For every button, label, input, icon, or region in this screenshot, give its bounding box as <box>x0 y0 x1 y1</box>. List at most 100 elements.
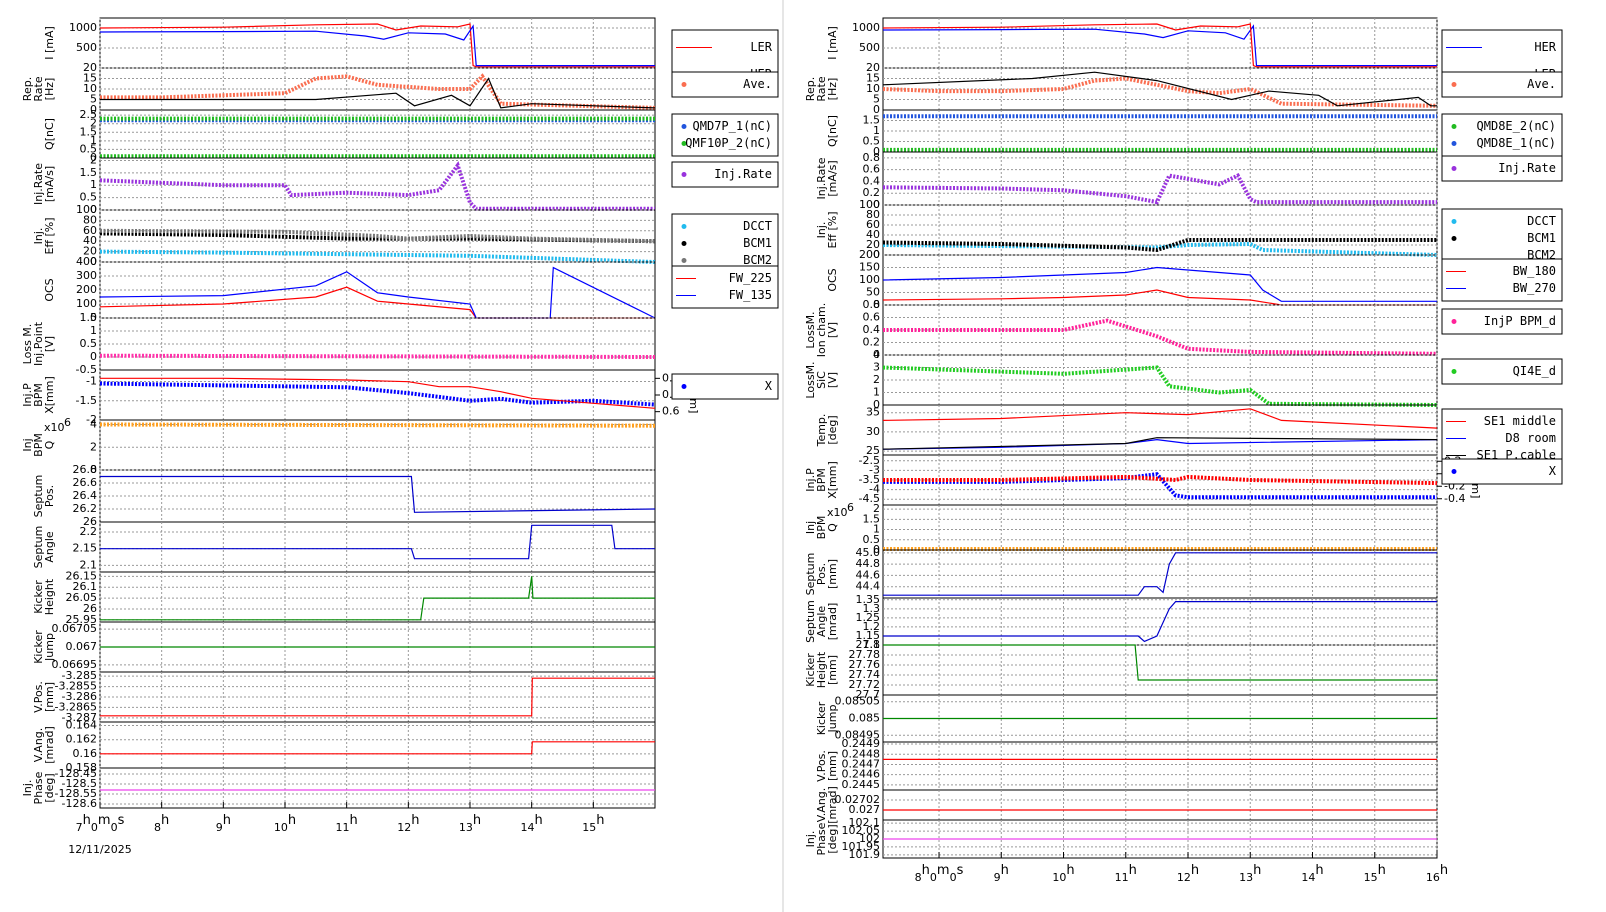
y-tick-label: 1.1 <box>863 638 881 651</box>
legend: Inj.Rate <box>671 161 779 188</box>
y-axis-label: [V] <box>826 372 839 388</box>
y-tick-label: 15 <box>866 72 880 85</box>
y-tick-label: 2 <box>90 153 97 166</box>
y-tick-label: 2.2 <box>80 525 98 538</box>
y-tick-label: 102.1 <box>849 816 881 829</box>
y-tick-label: 26.8 <box>73 463 98 476</box>
y-axis-label: [mA/s] <box>826 160 839 196</box>
y-axis-label: [Hz] <box>826 78 839 101</box>
x-tick-label: 16h <box>1426 863 1448 885</box>
y-tick-label: 27.7 <box>856 688 881 701</box>
y-tick-label: 2.15 <box>73 542 98 555</box>
line-series <box>99 23 655 68</box>
y-tick-label: 2 <box>873 373 880 386</box>
legend-marker <box>681 124 687 129</box>
legend-label: Inj.Rate <box>1498 161 1556 175</box>
y-axis-label: V.Pos. <box>32 681 45 713</box>
y-axis-label: Eff [%] <box>43 217 56 254</box>
y-tick-label: 300 <box>76 269 97 282</box>
y-tick-label: 20 <box>866 61 880 74</box>
y-tick-label: 1.35 <box>856 593 881 606</box>
y-axis-label: Angle <box>43 531 56 563</box>
scale-exponent: 6 <box>847 501 854 514</box>
legend-marker <box>1451 166 1457 171</box>
y-tick-label: 35 <box>866 406 880 419</box>
y-axis-label: X[mm] <box>43 376 56 414</box>
y-axis-label: X[mm] <box>826 461 839 499</box>
y-tick-label: -3.287 <box>62 711 97 724</box>
legend-marker <box>1451 319 1457 324</box>
y-tick-label: 1 <box>90 324 97 337</box>
y-axis-label: Loss M. <box>21 324 34 365</box>
y-tick-label: 0 <box>873 248 880 261</box>
x-tick-label: 15h <box>582 813 604 835</box>
legend-label: FW_135 <box>729 288 772 302</box>
line-series <box>100 475 656 513</box>
legend-marker <box>681 141 687 146</box>
y-tick-label: 0 <box>90 203 97 216</box>
y-tick-label: 0.5 <box>80 337 98 350</box>
line-series <box>883 644 1437 681</box>
y2-tick-label: 0.6 <box>662 405 680 418</box>
y-tick-label: 0 <box>873 298 880 311</box>
y-tick-label: 3 <box>873 361 880 374</box>
y-tick-label: 200 <box>76 283 97 296</box>
legend-box <box>1441 308 1563 335</box>
legend: Ave. <box>1441 71 1563 98</box>
y-tick-label: 1 <box>873 523 880 536</box>
y-tick-label: 44.4 <box>856 580 881 593</box>
y-tick-label: 0 <box>90 151 97 164</box>
legend-box <box>1441 155 1563 182</box>
y-tick-label: 1.5 <box>863 114 881 127</box>
y-tick-label: 80 <box>866 208 880 221</box>
y-axis-label: BPM <box>815 516 828 540</box>
y-axis-label: Septum <box>32 475 45 518</box>
legend-label: QMF10P_2(nC) <box>685 136 772 150</box>
y-axis-label: Kicker <box>815 701 828 735</box>
scale-label: x10 <box>827 506 848 519</box>
legend-marker <box>1451 141 1457 146</box>
y-tick-label: -3.2855 <box>55 680 97 693</box>
y-axis-label: [V] <box>826 322 839 338</box>
y-tick-label: 50 <box>866 286 880 299</box>
x-tick-label: 8h <box>154 813 169 835</box>
y-axis-label: Inj.P <box>804 468 817 492</box>
y-tick-label: -1.5 <box>76 394 97 407</box>
legend-box <box>671 213 779 274</box>
y-tick-label: 0.162 <box>66 733 98 746</box>
y-axis-label: [V] <box>43 336 56 352</box>
legend: Ave. <box>671 71 779 98</box>
y-tick-label: 20 <box>83 245 97 258</box>
legend-label: LER <box>750 40 772 54</box>
y-tick-label: 0.2449 <box>842 737 881 750</box>
y-tick-label: -3.5 <box>859 473 880 486</box>
x-tick-label: 9h <box>216 813 231 835</box>
y-tick-label: 25 <box>866 444 880 457</box>
y-tick-label: 45.0 <box>856 546 881 559</box>
y-axis-label: BPM <box>32 383 45 407</box>
y-tick-label: 1000 <box>852 21 880 34</box>
y-tick-label: 0 <box>873 398 880 411</box>
line-series <box>100 77 656 109</box>
legend: QMD8E_2(nC) QMD8E_1(nC) <box>1441 113 1563 157</box>
y-tick-label: 10 <box>866 82 880 95</box>
y-tick-label: 0 <box>90 311 97 324</box>
legend-box <box>1441 71 1563 98</box>
y-axis-label: Rep. <box>804 77 817 101</box>
y-axis-label: [deg] <box>826 415 839 444</box>
y-tick-label: 0 <box>90 103 97 116</box>
y-tick-label: 1.5 <box>80 125 98 138</box>
y2-tick-label: -0.4 <box>1444 492 1465 505</box>
legend-marker <box>1451 219 1457 224</box>
y-tick-label: 2.1 <box>80 558 98 571</box>
y-tick-label: 26.6 <box>73 476 98 489</box>
y-axis-label: Phase <box>815 822 828 855</box>
scatter-series <box>99 249 656 264</box>
y-tick-label: 10 <box>83 82 97 95</box>
y-axis-label: Septum <box>804 553 817 596</box>
y-axis-label: [mm] <box>826 751 839 781</box>
y-tick-label: 500 <box>859 41 880 54</box>
legend: InjP BPM_d <box>1441 308 1563 335</box>
legend-label: D8 room <box>1505 431 1556 445</box>
